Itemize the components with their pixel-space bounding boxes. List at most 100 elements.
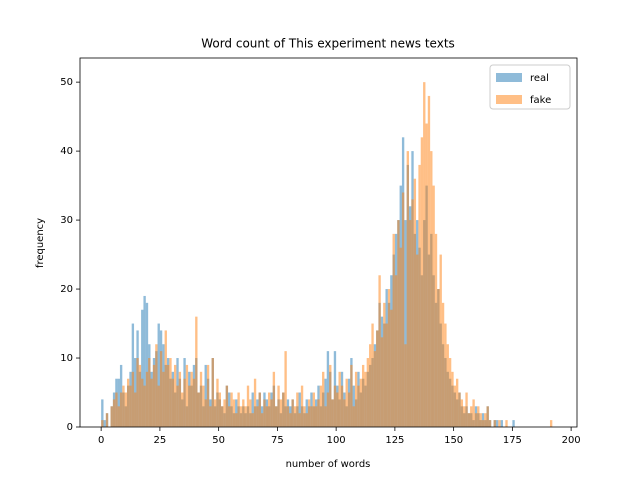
- bar: [357, 385, 360, 427]
- bar: [500, 420, 503, 427]
- bar: [150, 378, 153, 427]
- bar: [183, 378, 186, 427]
- bar: [453, 385, 456, 427]
- y-tick-label: 50: [60, 77, 73, 88]
- plot-frame: [79, 57, 578, 428]
- bar: [423, 82, 426, 427]
- bar: [141, 378, 144, 427]
- bar: [312, 392, 315, 427]
- bar: [145, 302, 149, 427]
- bar: [181, 392, 184, 427]
- bar: [324, 406, 327, 427]
- bar: [359, 378, 362, 427]
- bar: [267, 392, 271, 427]
- bar: [162, 371, 165, 427]
- bar: [465, 392, 468, 427]
- bar: [455, 378, 459, 427]
- bar: [143, 385, 146, 427]
- bar: [157, 385, 160, 427]
- bar: [131, 371, 135, 427]
- bar: [479, 413, 482, 427]
- bar: [291, 399, 294, 427]
- bar: [458, 392, 461, 427]
- series-1: [101, 82, 553, 428]
- bar: [244, 406, 247, 427]
- bar: [324, 378, 327, 427]
- bar: [270, 399, 273, 427]
- bar: [425, 123, 428, 427]
- bar: [437, 289, 440, 427]
- bar: [199, 371, 203, 427]
- bar: [209, 406, 212, 427]
- bar: [307, 399, 311, 427]
- legend-swatch: [496, 95, 522, 104]
- bar: [444, 323, 447, 427]
- bar: [448, 358, 452, 427]
- bar: [373, 351, 377, 427]
- bar: [463, 406, 466, 427]
- bar: [218, 392, 221, 427]
- bar: [439, 254, 442, 427]
- bar: [138, 364, 142, 427]
- bar: [134, 392, 137, 427]
- x-tick-label: 200: [562, 435, 581, 446]
- bar: [317, 399, 320, 427]
- bar: [427, 95, 431, 428]
- bar: [126, 378, 130, 427]
- bar: [329, 364, 332, 427]
- bar: [216, 378, 219, 427]
- bar: [481, 413, 485, 427]
- bar: [474, 413, 478, 427]
- bar: [470, 406, 473, 427]
- legend-label: real: [530, 73, 549, 84]
- bar: [451, 371, 454, 427]
- bar: [251, 413, 254, 427]
- bar: [418, 164, 421, 427]
- bar: [119, 392, 123, 427]
- bar: [390, 309, 393, 427]
- bar: [213, 399, 217, 427]
- y-tick-label: 0: [67, 422, 73, 433]
- bar: [300, 385, 304, 427]
- bar: [495, 420, 499, 427]
- bar: [171, 378, 174, 427]
- bar: [105, 413, 109, 427]
- bar: [230, 392, 233, 427]
- bar: [159, 351, 163, 427]
- bar: [220, 406, 224, 427]
- bar: [164, 330, 167, 427]
- bar: [136, 358, 139, 427]
- bar: [343, 399, 346, 427]
- bar: [129, 385, 132, 427]
- bar: [253, 378, 257, 427]
- bar: [237, 392, 240, 427]
- bar: [258, 392, 261, 427]
- bar: [352, 406, 355, 427]
- bar: [178, 371, 182, 427]
- bar: [185, 364, 189, 427]
- bar: [173, 364, 177, 427]
- bar: [319, 385, 323, 427]
- bar: [275, 406, 278, 427]
- bar: [397, 220, 400, 427]
- bar: [195, 316, 198, 427]
- bar: [340, 385, 344, 427]
- x-tick-label: 175: [503, 435, 522, 446]
- legend-swatch: [496, 73, 522, 82]
- bar: [298, 413, 301, 427]
- bar: [192, 378, 196, 427]
- bar: [103, 420, 106, 427]
- bar: [235, 413, 238, 427]
- x-tick-label: 125: [385, 435, 404, 446]
- bar: [117, 406, 120, 427]
- bar: [286, 406, 290, 427]
- bar: [411, 199, 414, 427]
- bar: [169, 358, 172, 427]
- bar: [331, 399, 334, 427]
- bar: [488, 420, 492, 427]
- bar: [432, 185, 435, 427]
- x-tick-label: 75: [271, 435, 284, 446]
- bar: [345, 378, 348, 427]
- bar: [364, 371, 367, 427]
- bar: [251, 392, 254, 427]
